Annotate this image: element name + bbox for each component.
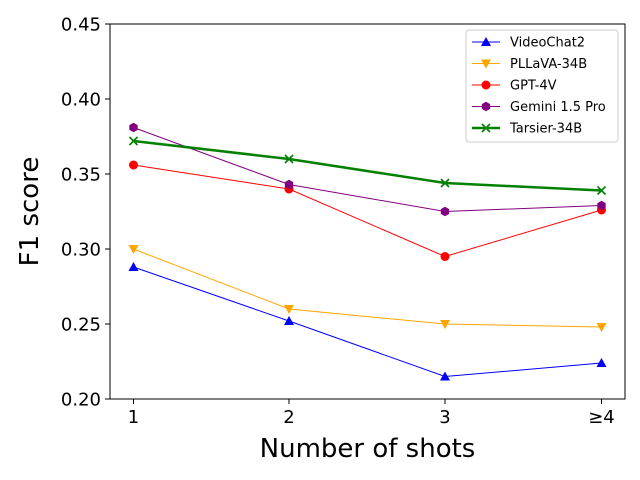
y-tick-label: 0.20: [61, 390, 101, 411]
legend-swatch-marker: [481, 101, 491, 112]
series-line: [133, 164, 602, 258]
legend-swatch-marker: [481, 37, 491, 46]
data-point: [596, 358, 607, 367]
legend-item: GPT-4V: [472, 79, 557, 94]
data-point: [440, 371, 450, 381]
plot-area-frame: [109, 23, 626, 400]
legend: VideoChat2 PLLaVA-34B GPT-4V Gemini 1.5 Pro…: [465, 29, 619, 143]
legend-swatch-marker: [481, 123, 491, 133]
data-point: [284, 179, 294, 190]
series-line: [133, 266, 602, 378]
data-point: [597, 200, 606, 211]
y-tick-label: 0.30: [61, 240, 101, 261]
legend-item: PLLaVA-34B: [472, 57, 587, 72]
data-point: [596, 323, 607, 332]
legend-label: PLLaVA-34B: [510, 57, 587, 72]
legend-label: GPT-4V: [510, 79, 557, 94]
data-point: [284, 305, 294, 314]
legend-item: Tarsier-34B: [472, 122, 582, 137]
series-line: [133, 248, 602, 328]
series-tarsier-34b: [128, 136, 607, 196]
x-tick-label: 3: [439, 407, 450, 428]
legend-item: Gemini 1.5 Pro: [472, 100, 606, 115]
legend-swatch-marker: [481, 80, 491, 90]
data-point: [440, 206, 450, 217]
data-point: [128, 136, 139, 146]
series-layer: [128, 122, 607, 381]
data-point: [128, 245, 139, 254]
legend-frame: [465, 29, 619, 143]
y-tick-label: 0.40: [61, 90, 101, 111]
data-point: [129, 122, 138, 133]
series-line: [133, 127, 602, 213]
data-point: [284, 316, 294, 325]
data-point: [440, 320, 450, 329]
y-tick-label: 0.45: [61, 15, 101, 36]
legend-label: Gemini 1.5 Pro: [510, 100, 606, 115]
legend-item: VideoChat2: [472, 36, 585, 51]
data-point: [596, 185, 607, 196]
y-axis-ticks: 0.20 0.25 0.30 0.35 0.40 0.45: [61, 15, 110, 411]
series-line: [133, 139, 602, 192]
x-tick-label: 1: [128, 407, 139, 428]
y-tick-label: 0.25: [61, 315, 101, 336]
series-gemini-1-5-pro: [129, 122, 606, 217]
series-pllava-34b: [128, 245, 607, 332]
legend-label: Tarsier-34B: [509, 122, 582, 137]
data-point: [440, 178, 450, 188]
series-videochat2: [128, 262, 607, 381]
data-point: [440, 252, 450, 261]
data-point: [129, 160, 138, 170]
data-point: [284, 154, 294, 164]
y-axis-title: F1 score: [15, 157, 45, 267]
x-tick-label: ≥4: [588, 407, 615, 428]
x-axis-title: Number of shots: [260, 434, 476, 464]
y-tick-label: 0.35: [61, 165, 101, 186]
legend-swatch-marker: [481, 59, 491, 69]
x-tick-label: 2: [283, 407, 294, 428]
x-axis-ticks: 1 2 3 ≥4: [128, 399, 615, 428]
legend-label: VideoChat2: [510, 36, 585, 51]
data-point: [128, 262, 139, 271]
